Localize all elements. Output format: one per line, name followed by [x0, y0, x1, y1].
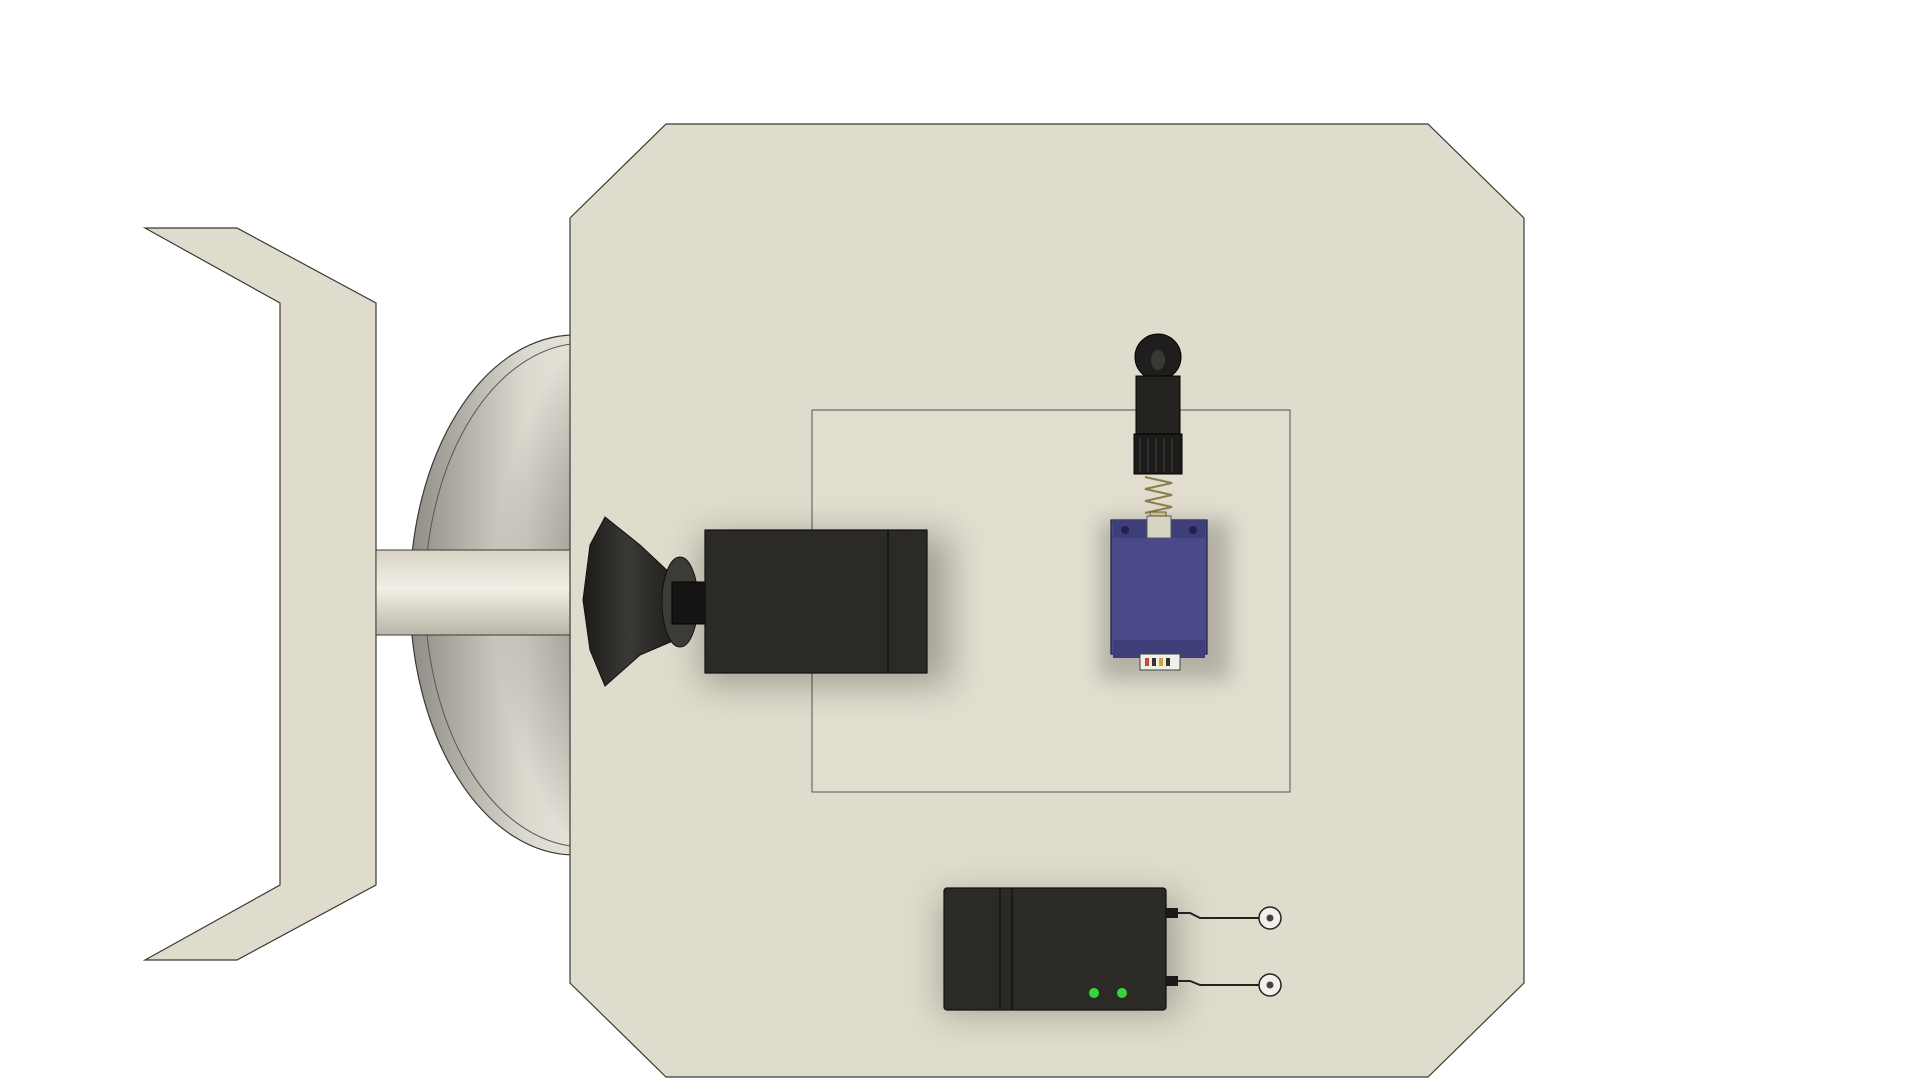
- servo-body: [1110, 519, 1208, 655]
- status-led-2: [1117, 988, 1127, 998]
- servo-assembly[interactable]: [1110, 333, 1208, 671]
- controller-body: [943, 887, 1167, 1011]
- left-bracket-plate: [142, 227, 377, 961]
- spring: [1144, 476, 1173, 514]
- controller-box[interactable]: [943, 887, 1282, 1011]
- motor-body: [704, 529, 928, 674]
- axle-shaft: [375, 549, 587, 636]
- status-led-1: [1089, 988, 1099, 998]
- motor-assembly[interactable]: [582, 516, 928, 687]
- cone-nozzle: [582, 516, 676, 687]
